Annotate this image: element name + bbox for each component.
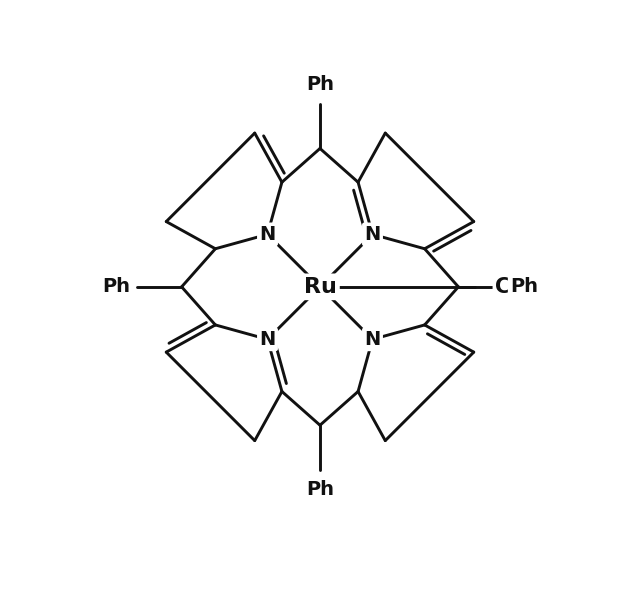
- Text: N: N: [364, 225, 381, 244]
- Text: N: N: [259, 330, 276, 349]
- Text: N: N: [364, 330, 381, 349]
- Text: CO: CO: [495, 277, 528, 297]
- Text: Ph: Ph: [306, 480, 334, 499]
- Text: Ru: Ru: [303, 277, 337, 297]
- Text: Ph: Ph: [102, 277, 130, 297]
- Text: Ph: Ph: [510, 277, 538, 297]
- Text: Ph: Ph: [306, 75, 334, 94]
- Text: N: N: [259, 225, 276, 244]
